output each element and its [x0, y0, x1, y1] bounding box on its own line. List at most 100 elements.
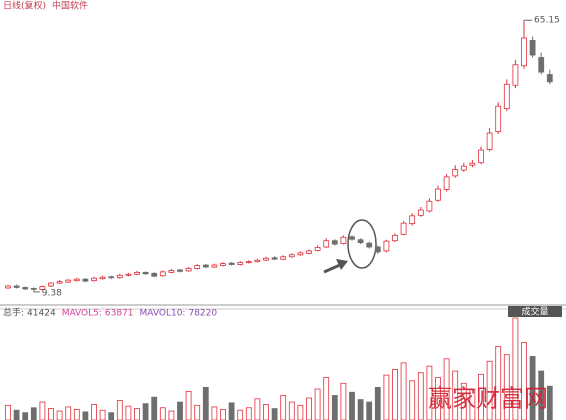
- volume-bar: [13, 409, 20, 420]
- volume-bar: [366, 401, 373, 420]
- volume-bar: [546, 385, 553, 420]
- candle-body: [99, 276, 106, 280]
- volume-bar: [228, 402, 235, 420]
- candle-body: [426, 200, 433, 212]
- candle-body: [478, 149, 484, 164]
- candle-body: [65, 279, 72, 283]
- panel-button-label[interactable]: 成交量: [521, 306, 548, 318]
- candle-body: [443, 176, 450, 190]
- candle-body: [452, 169, 459, 177]
- volume-header-value: 63871: [105, 309, 134, 319]
- volume-bar: [469, 388, 476, 420]
- candle-body: [314, 247, 321, 251]
- candle-body: [486, 132, 493, 150]
- volume-bar: [409, 380, 416, 420]
- volume-bar: [254, 398, 261, 420]
- volume-bar: [177, 401, 183, 420]
- volume-bar: [314, 388, 321, 420]
- volume-bar: [383, 374, 390, 420]
- min-label: 9.38: [42, 288, 62, 298]
- volume-bar: [168, 410, 175, 420]
- volume-bar: [374, 386, 381, 420]
- volume-bar: [503, 354, 510, 420]
- candle-body: [512, 64, 519, 86]
- candle-body: [349, 236, 355, 240]
- candle-body: [297, 252, 304, 256]
- candle-body: [194, 265, 201, 269]
- volume-bar: [521, 342, 527, 420]
- candle-body: [125, 273, 132, 276]
- candle-body: [521, 37, 527, 67]
- volume-bar: [48, 408, 54, 420]
- volume-bar: [417, 372, 424, 420]
- watermark: 赢家财富网: [428, 385, 548, 413]
- candle-body: [400, 222, 407, 235]
- volume-bar: [340, 382, 347, 420]
- candle-body: [383, 240, 390, 252]
- volume-header-label: 总手:: [3, 307, 24, 319]
- volume-bar: [538, 370, 545, 420]
- volume-bar: [220, 408, 226, 420]
- candle-body: [5, 285, 11, 289]
- arrow-head: [336, 259, 348, 270]
- candle-body: [56, 281, 63, 284]
- volume-bar: [512, 317, 519, 420]
- candle-body: [460, 165, 467, 171]
- volume-bar: [39, 401, 46, 420]
- candle-body: [245, 261, 252, 264]
- candle-body: [177, 269, 183, 272]
- max-label: 65.15: [534, 16, 560, 26]
- candle-body: [237, 262, 244, 265]
- volume-bar: [159, 407, 166, 420]
- candle-body: [306, 250, 312, 254]
- candle-body: [357, 239, 364, 244]
- volume-bar: [134, 408, 140, 420]
- candle-body: [271, 257, 278, 260]
- volume-bar: [5, 404, 11, 420]
- volume-bar: [194, 404, 201, 420]
- volume-bar: [237, 409, 244, 420]
- candle-body: [288, 254, 295, 258]
- candle-body: [392, 234, 398, 242]
- candle-body: [168, 270, 175, 273]
- period-label: 日线(复权): [3, 0, 46, 12]
- volume-bar: [323, 377, 330, 420]
- volume-header-label: MAVOL10:: [140, 309, 186, 319]
- volume-bar: [392, 369, 398, 420]
- volume-header-value: 41424: [27, 309, 56, 319]
- chart-title: 中国软件: [52, 0, 88, 12]
- candle-body: [39, 286, 46, 290]
- volume-bar: [202, 386, 209, 420]
- candle-body: [108, 276, 115, 279]
- volume-bar: [306, 397, 312, 420]
- candle-body: [435, 188, 441, 201]
- candle-body: [280, 256, 287, 260]
- candle-body: [417, 209, 424, 216]
- candle-body: [323, 240, 330, 248]
- volume-bar: [271, 408, 278, 420]
- volume-bar: [99, 409, 106, 420]
- candle-body: [503, 83, 510, 110]
- volume-bar: [185, 391, 192, 420]
- volume-header: 总手: 41424 MAVOL5: 63871 MAVOL10: 78220: [3, 307, 217, 319]
- volume-bar: [56, 410, 63, 420]
- candle-body: [374, 246, 381, 253]
- volume-bar: [400, 362, 407, 420]
- highlight-ellipse: [347, 219, 377, 269]
- candle-body: [151, 272, 158, 277]
- volume-bar: [426, 365, 433, 420]
- volume-bar: [125, 405, 132, 420]
- volume-bar: [349, 391, 355, 420]
- candle-body: [263, 257, 269, 261]
- volume-bar: [357, 399, 364, 420]
- volume-bar: [452, 370, 459, 420]
- panel-button[interactable]: [508, 306, 562, 317]
- candle-body: [220, 263, 226, 266]
- volume-bar: [245, 407, 252, 420]
- candle-body: [529, 40, 536, 56]
- candle-body: [202, 264, 209, 268]
- candle-body: [159, 271, 166, 277]
- arrow-shaft: [323, 263, 341, 274]
- volume-bar: [82, 411, 89, 420]
